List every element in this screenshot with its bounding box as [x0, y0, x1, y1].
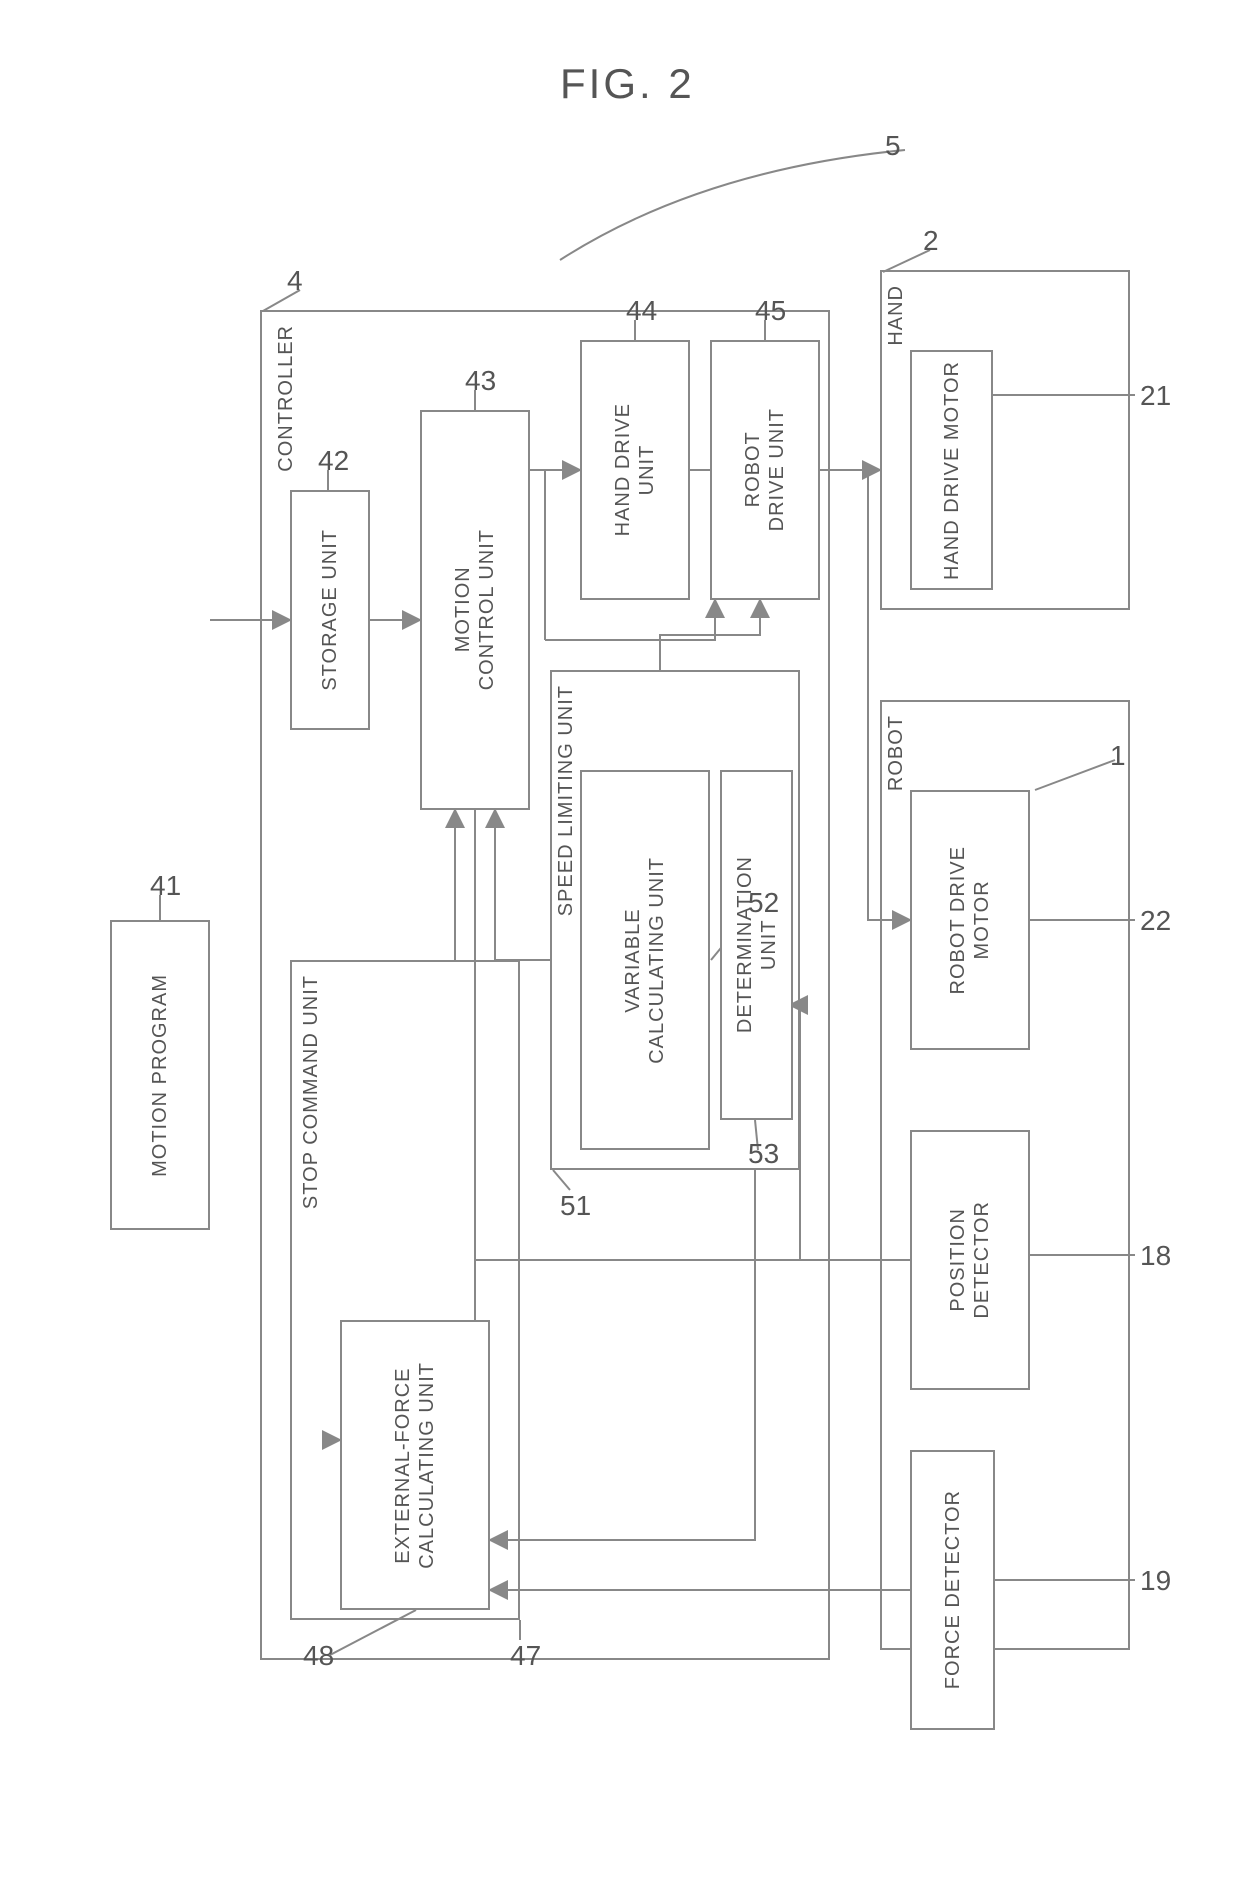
position-detector-box: POSITION DETECTOR	[910, 1130, 1030, 1390]
robot-label: ROBOT	[885, 715, 908, 791]
stop-command-label: STOP COMMAND UNIT	[300, 975, 323, 1209]
ref-22: 22	[1140, 905, 1171, 937]
storage-unit-text: STORAGE UNIT	[318, 529, 342, 691]
ref-52: 52	[748, 887, 779, 919]
ref-1: 1	[1110, 740, 1126, 772]
diagram-canvas: FIG. 2	[0, 0, 1240, 1893]
storage-unit-box: STORAGE UNIT	[290, 490, 370, 730]
controller-label: CONTROLLER	[275, 325, 298, 472]
ref-47: 47	[510, 1640, 541, 1672]
ref-41: 41	[150, 870, 181, 902]
ref-21: 21	[1140, 380, 1171, 412]
robot-drive-motor-box: ROBOT DRIVE MOTOR	[910, 790, 1030, 1050]
robot-drive-unit-text: ROBOT DRIVE UNIT	[741, 408, 789, 531]
motion-control-text: MOTION CONTROL UNIT	[451, 529, 499, 690]
motion-program-box: MOTION PROGRAM	[110, 920, 210, 1230]
robot-drive-unit-box: ROBOT DRIVE UNIT	[710, 340, 820, 600]
force-detector-box: FORCE DETECTOR	[910, 1450, 995, 1730]
determination-text: DETERMINATION UNIT	[733, 856, 781, 1033]
ref-45: 45	[755, 295, 786, 327]
hand-drive-unit-box: HAND DRIVE UNIT	[580, 340, 690, 600]
ref-5: 5	[885, 130, 901, 162]
determination-box: DETERMINATION UNIT	[720, 770, 793, 1120]
force-detector-text: FORCE DETECTOR	[941, 1490, 965, 1689]
speed-limiting-label: SPEED LIMITING UNIT	[555, 685, 578, 916]
hand-drive-motor-text: HAND DRIVE MOTOR	[940, 361, 964, 580]
hand-drive-unit-text: HAND DRIVE UNIT	[611, 403, 659, 536]
figure-title: FIG. 2	[560, 60, 695, 108]
ref-48: 48	[303, 1640, 334, 1672]
ref-19: 19	[1140, 1565, 1171, 1597]
ref-43: 43	[465, 365, 496, 397]
ref-44: 44	[626, 295, 657, 327]
ref-4: 4	[287, 265, 303, 297]
var-calc-box: VARIABLE CALCULATING UNIT	[580, 770, 710, 1150]
ref-42: 42	[318, 445, 349, 477]
motion-control-box: MOTION CONTROL UNIT	[420, 410, 530, 810]
hand-drive-motor-box: HAND DRIVE MOTOR	[910, 350, 993, 590]
position-detector-text: POSITION DETECTOR	[946, 1201, 994, 1319]
ext-force-calc-box: EXTERNAL-FORCE CALCULATING UNIT	[340, 1320, 490, 1610]
ref-18: 18	[1140, 1240, 1171, 1272]
ref-2: 2	[923, 225, 939, 257]
ref-53: 53	[748, 1138, 779, 1170]
motion-program-text: MOTION PROGRAM	[148, 974, 172, 1177]
ext-force-calc-text: EXTERNAL-FORCE CALCULATING UNIT	[391, 1362, 439, 1569]
hand-label: HAND	[885, 285, 908, 346]
robot-drive-motor-text: ROBOT DRIVE MOTOR	[946, 846, 994, 994]
ref-51: 51	[560, 1190, 591, 1222]
var-calc-text: VARIABLE CALCULATING UNIT	[621, 857, 669, 1064]
